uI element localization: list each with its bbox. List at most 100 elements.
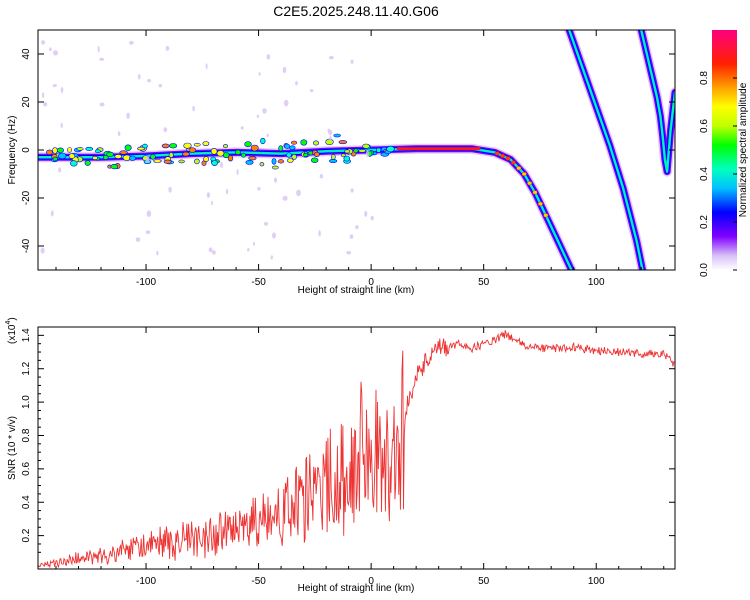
spectrogram-blob: [303, 152, 309, 157]
snr-series-line: [38, 330, 675, 569]
spectrogram-blob: [311, 157, 319, 163]
spectrogram-y-tick-label: 0: [21, 147, 32, 153]
spectrogram-blob: [110, 164, 119, 170]
snr-x-tick-label: 50: [478, 576, 490, 587]
spectrogram-outlier: [329, 135, 332, 142]
snr-y-tick-label: 0.4: [21, 495, 32, 509]
snr-y-tick-label: 1.2: [21, 361, 32, 375]
spectrogram-outlier: [282, 195, 288, 201]
spectrogram-outlier: [236, 169, 239, 176]
spectrogram-outlier: [225, 188, 229, 195]
spectrogram-y-tick-label: -40: [21, 238, 32, 253]
spectrogram-blob: [52, 147, 58, 154]
spectrogram-blob: [76, 147, 84, 151]
spectrogram-blob: [340, 153, 346, 158]
spectrogram-outlier: [60, 86, 64, 94]
snr-y-tick-label: 1.4: [21, 328, 32, 342]
spectrogram-blob: [70, 160, 78, 167]
spectrogram-blob: [286, 152, 292, 158]
spectrogram-blob: [343, 155, 351, 162]
spectrogram-blob: [312, 140, 320, 146]
spectrogram-x-tick-label: 0: [368, 277, 374, 288]
spectrogram-outlier: [262, 108, 267, 114]
spectrogram-y-tick-label: 20: [21, 96, 32, 108]
spectrogram-outlier: [41, 92, 45, 99]
snr-y-tick-label: 0.8: [21, 428, 32, 442]
spectrogram-outlier: [257, 187, 261, 191]
spectrogram-outlier: [211, 250, 216, 255]
spectrogram-outlier: [273, 177, 278, 183]
colorbar-scale: [712, 30, 737, 270]
snr-background: [38, 327, 675, 569]
spectrogram-outlier: [270, 255, 273, 260]
spectrogram-blob: [313, 151, 320, 157]
snr-y-multiplier: (x104): [5, 317, 18, 344]
spectrogram-blob: [291, 140, 298, 145]
spectrogram-blob: [333, 133, 341, 138]
spectrogram-blob: [169, 143, 178, 149]
spectrogram-blob: [163, 159, 172, 164]
spectrogram-blob: [188, 147, 197, 153]
spectrogram-outlier: [192, 105, 195, 112]
spectrogram-outlier: [163, 127, 168, 133]
spectrogram-tail-dot: [543, 213, 549, 218]
spectrogram-blob: [244, 141, 252, 148]
spectrogram-outlier: [53, 50, 58, 56]
spectrogram-outlier: [272, 232, 276, 239]
spectrogram-blob: [344, 149, 351, 154]
spectrogram-blob: [92, 156, 98, 161]
spectrogram-blob: [330, 154, 336, 160]
spectrogram-outlier: [145, 156, 150, 163]
spectrogram-outlier: [296, 189, 301, 197]
spectrogram-blob: [102, 154, 109, 160]
spectrogram-outlier: [165, 45, 170, 51]
snr-y-tick-label: 1.0: [21, 395, 32, 409]
spectrogram-outlier: [349, 234, 354, 239]
spectrogram-outlier: [168, 186, 172, 193]
spectrogram-tail-dot: [505, 156, 511, 161]
spectrogram-blob: [168, 152, 174, 158]
spectrogram-ticks: -100 -50 0 50 100 -40 -20 0 20 40: [21, 30, 675, 288]
spectrogram-outlier: [309, 89, 314, 93]
spectrogram-blob: [234, 149, 241, 155]
spectrogram-blob: [223, 144, 229, 149]
spectrogram-outlier: [263, 222, 269, 226]
spectrogram-outlier: [40, 247, 45, 254]
spectrogram-blob: [114, 154, 122, 159]
spectrogram-outlier: [252, 242, 255, 246]
colorbar: 0.0 0.2 0.4 0.6 0.8: [699, 30, 737, 277]
spectrogram-blob: [150, 154, 156, 160]
spectrogram-outlier: [156, 250, 159, 256]
spectrogram-blob: [260, 137, 266, 145]
spectrogram-outlier: [295, 81, 298, 86]
spectrogram-x-label: Height of straight line (km): [298, 285, 415, 296]
spectrogram-outlier: [145, 230, 151, 234]
spectrogram-outlier: [370, 215, 374, 221]
colorbar-tick-label: 0.0: [699, 263, 710, 277]
snr-x-label: Height of straight line (km): [298, 583, 415, 594]
spectrogram-outlier: [366, 150, 370, 158]
spectrogram-outlier: [146, 210, 152, 217]
spectrogram-trace-descending-line-1-layer-4: [568, 30, 644, 270]
spectrogram-tail-dot: [527, 181, 532, 186]
spectrogram-blob: [353, 148, 359, 153]
spectrogram-blob: [300, 139, 308, 146]
snr-x-tick-label: 100: [588, 576, 605, 587]
spectrogram-tail-dot: [511, 160, 516, 165]
colorbar-tick-label: 0.4: [699, 167, 710, 181]
spectrogram-blob: [94, 149, 101, 153]
spectrogram-blob: [106, 151, 114, 157]
spectrogram-y-tick-label: -20: [21, 190, 32, 205]
colorbar-tick-label: 0.6: [699, 119, 710, 133]
spectrogram-outlier: [266, 133, 269, 137]
spectrogram-outlier: [206, 192, 211, 198]
spectrogram-x-tick-label: -100: [136, 277, 156, 288]
spectrogram-outlier: [283, 99, 289, 107]
spectrogram-blob: [57, 152, 67, 160]
snr-x-tick-label: -100: [136, 576, 156, 587]
spectrogram-tail-dot: [521, 171, 527, 176]
spectrogram-blob: [68, 153, 76, 159]
spectrogram-blob: [271, 158, 277, 165]
spectrogram-blob: [52, 156, 58, 162]
